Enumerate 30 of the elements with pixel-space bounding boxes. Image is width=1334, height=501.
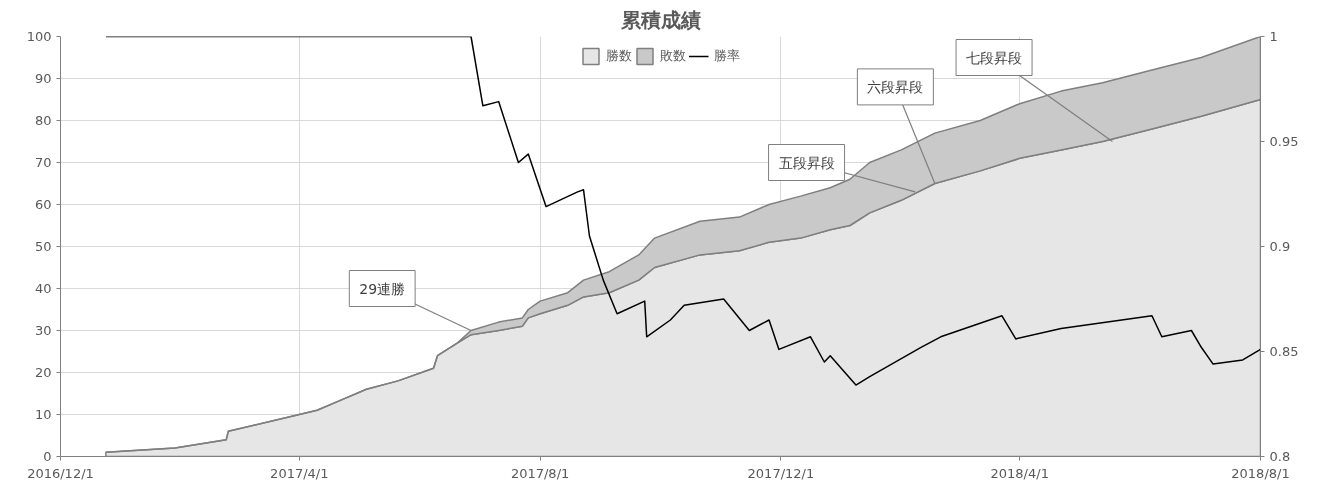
y2-tick-label: 0.95 <box>1269 134 1299 149</box>
x-tick-label: 2018/4/1 <box>990 465 1049 481</box>
y-tick-label: 30 <box>34 323 52 338</box>
annotation: 七段昇段 <box>966 49 1023 66</box>
legend-label: 勝数 <box>605 47 632 65</box>
y-tick-label: 20 <box>34 365 52 380</box>
y-tick-label: 60 <box>34 197 52 212</box>
y-tick-label: 70 <box>34 155 52 170</box>
y-tick-label: 100 <box>26 29 52 44</box>
legend-label: 敗数 <box>659 47 686 65</box>
chart-title: 累積成績 <box>619 7 701 32</box>
annotation: 六段昇段 <box>867 78 924 95</box>
y2-tick-label: 1 <box>1269 29 1278 44</box>
y2-tick-label: 0.8 <box>1269 449 1291 464</box>
y-tick-label: 80 <box>34 113 52 128</box>
y-tick-label: 40 <box>34 281 52 296</box>
annotation: 29連勝 <box>359 280 406 297</box>
y-tick-label: 50 <box>34 239 52 254</box>
y-tick-label: 90 <box>34 71 52 86</box>
x-tick-label: 2017/12/1 <box>747 465 815 481</box>
annotation: 五段昇段 <box>778 154 835 171</box>
x-tick-label: 2017/8/1 <box>510 465 570 481</box>
y-tick-label: 10 <box>34 407 52 422</box>
y2-tick-label: 0.85 <box>1269 344 1299 359</box>
x-tick-label: 2018/8/1 <box>1231 465 1290 481</box>
y2-tick-label: 0.9 <box>1269 239 1291 254</box>
x-tick-label: 2016/12/1 <box>27 465 94 481</box>
x-tick-label: 2017/4/1 <box>270 465 329 481</box>
y-tick-label: 0 <box>43 449 52 464</box>
legend-label: 勝率 <box>713 47 740 65</box>
